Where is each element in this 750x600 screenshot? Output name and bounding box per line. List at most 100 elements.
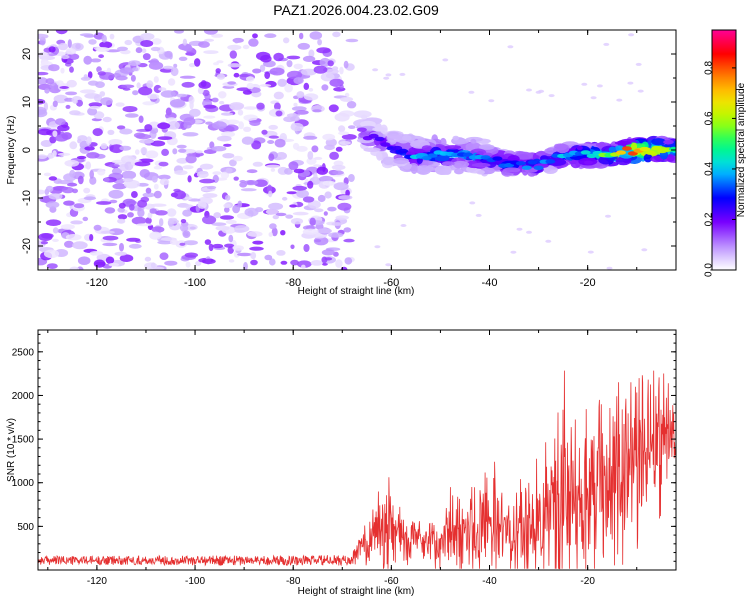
noise-blob bbox=[301, 264, 306, 269]
noise-blob bbox=[199, 163, 214, 170]
noise-blob bbox=[293, 63, 303, 70]
noise-blob bbox=[176, 157, 189, 164]
noise-blob bbox=[139, 139, 154, 144]
noise-blob bbox=[124, 39, 133, 46]
x-tick-label: -20 bbox=[580, 277, 596, 289]
noise-blob bbox=[215, 225, 230, 231]
noise-blob bbox=[288, 161, 299, 171]
signal-blob bbox=[570, 158, 581, 169]
signal-blob bbox=[360, 114, 368, 120]
noise-blob bbox=[248, 38, 259, 47]
noise-blob bbox=[294, 110, 309, 115]
colorbar-label: Normalized spectral amplitude bbox=[736, 82, 747, 217]
noise-blob bbox=[344, 92, 350, 98]
noise-blob bbox=[89, 105, 101, 110]
noise-blob bbox=[170, 239, 179, 245]
noise-blob bbox=[52, 100, 58, 108]
noise-blob bbox=[189, 100, 194, 110]
noise-blob bbox=[346, 101, 357, 109]
noise-blob bbox=[312, 109, 322, 113]
noise-blob bbox=[203, 115, 216, 119]
noise-blob bbox=[332, 31, 341, 38]
noise-blob bbox=[218, 91, 227, 99]
noise-blob bbox=[182, 132, 199, 137]
noise-blob bbox=[103, 177, 110, 182]
noise-blob bbox=[108, 139, 123, 146]
noise-blob bbox=[293, 102, 298, 107]
signal-core bbox=[645, 150, 656, 155]
noise-blob bbox=[321, 84, 329, 91]
noise-blob bbox=[297, 42, 310, 50]
noise-blob bbox=[333, 87, 346, 92]
signal-blob bbox=[415, 165, 433, 174]
signal-blob bbox=[650, 155, 664, 163]
noise-blob bbox=[88, 102, 103, 108]
noise-blob bbox=[268, 124, 279, 130]
noise-blob bbox=[69, 66, 74, 73]
noise-blob bbox=[77, 256, 91, 266]
noise-blob bbox=[212, 171, 222, 176]
noise-blob bbox=[327, 206, 337, 212]
noise-blob bbox=[273, 52, 284, 62]
noise-blob bbox=[167, 78, 176, 86]
noise-blob bbox=[333, 160, 344, 167]
noise-blob bbox=[264, 254, 273, 261]
noise-blob bbox=[52, 150, 57, 158]
signal-blob bbox=[635, 143, 646, 149]
signal-blob bbox=[402, 135, 412, 141]
signal-core bbox=[586, 153, 597, 159]
signal-blob bbox=[360, 120, 376, 128]
noise-blob bbox=[196, 171, 209, 178]
snr-series-line bbox=[38, 370, 676, 570]
noise-blob bbox=[89, 234, 94, 242]
noise-blob bbox=[637, 89, 644, 93]
noise-blob bbox=[151, 175, 158, 183]
noise-blob bbox=[321, 256, 328, 264]
noise-blob bbox=[261, 129, 268, 135]
signal-blob bbox=[465, 142, 482, 151]
noise-blob bbox=[339, 141, 351, 145]
noise-blob bbox=[339, 66, 344, 75]
noise-blob bbox=[157, 122, 171, 130]
noise-blob bbox=[38, 33, 49, 39]
noise-blob bbox=[245, 76, 255, 82]
noise-blob bbox=[95, 47, 110, 52]
noise-blob bbox=[115, 75, 128, 81]
noise-blob bbox=[127, 212, 134, 218]
noise-blob bbox=[157, 136, 173, 141]
noise-blob bbox=[65, 48, 77, 55]
noise-blob bbox=[198, 41, 210, 48]
noise-blob bbox=[374, 245, 381, 249]
noise-blob bbox=[154, 210, 168, 216]
noise-blob bbox=[174, 170, 188, 176]
signal-blob bbox=[643, 153, 653, 163]
noise-blob bbox=[140, 40, 154, 47]
noise-blob bbox=[320, 72, 335, 82]
noise-blob bbox=[308, 87, 314, 92]
noise-blob bbox=[212, 121, 227, 130]
signal-blob bbox=[630, 142, 638, 151]
noise-blob bbox=[73, 203, 85, 209]
x-tick-label: -120 bbox=[87, 576, 107, 587]
signal-blob bbox=[434, 165, 452, 176]
noise-blob bbox=[87, 71, 93, 79]
noise-blob bbox=[90, 58, 102, 63]
noise-blob bbox=[284, 83, 293, 93]
noise-blob bbox=[83, 196, 97, 201]
noise-blob bbox=[343, 238, 355, 243]
noise-blob bbox=[256, 102, 265, 110]
noise-blob bbox=[106, 67, 111, 73]
noise-blob bbox=[274, 102, 281, 111]
noise-blob bbox=[61, 186, 75, 194]
noise-blob bbox=[215, 68, 221, 74]
noise-blob bbox=[201, 258, 216, 265]
noise-blob bbox=[526, 88, 532, 92]
noise-blob bbox=[328, 104, 339, 113]
noise-blob bbox=[488, 99, 495, 103]
noise-blob bbox=[331, 164, 346, 170]
noise-blob bbox=[244, 207, 259, 217]
noise-blob bbox=[265, 164, 281, 169]
signal-core bbox=[521, 165, 532, 170]
noise-blob bbox=[265, 209, 279, 215]
